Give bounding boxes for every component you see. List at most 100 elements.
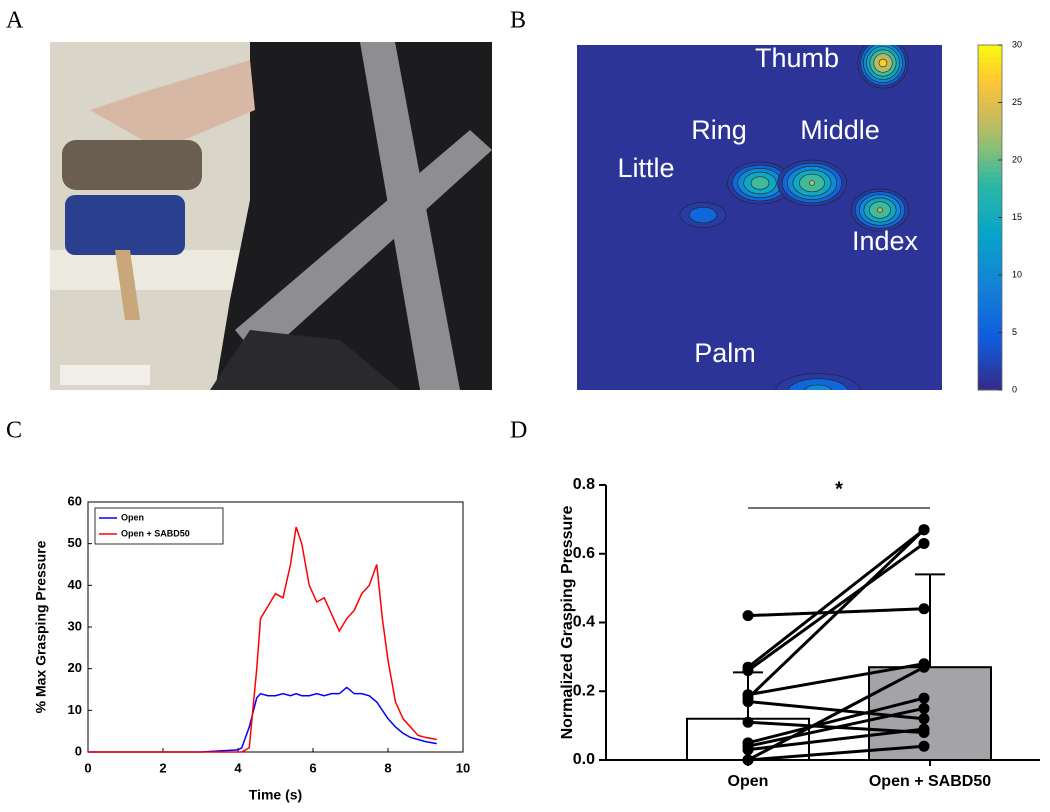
colorbar-cell [978, 223, 1002, 230]
colorbar-cell [978, 378, 1002, 385]
legend-label: Open [121, 512, 144, 522]
x-tick-label: 2 [159, 760, 166, 775]
pair-point [918, 713, 930, 725]
x-tick-label: Open [728, 773, 769, 790]
y-tick-label: 50 [68, 535, 82, 550]
pair-point [918, 723, 930, 735]
y-tick-label: 0.6 [573, 545, 595, 562]
colorbar-cell [978, 332, 1002, 339]
contour-level [809, 180, 815, 186]
colorbar-tick-label: 20 [1012, 154, 1022, 164]
colorbar-cell [978, 148, 1002, 155]
colorbar-cell [978, 338, 1002, 345]
heatmap [577, 45, 942, 390]
colorbar-tick-label: 0 [1012, 384, 1017, 394]
colorbar-cell [978, 56, 1002, 63]
colorbar-cell [978, 79, 1002, 86]
y-tick-label: 20 [68, 660, 82, 675]
colorbar-cell [978, 263, 1002, 270]
pair-line [747, 662, 925, 697]
colorbar-cell [978, 154, 1002, 161]
colorbar-tick-label: 10 [1012, 269, 1022, 279]
pair-line [747, 528, 925, 669]
colorbar-cell [978, 119, 1002, 126]
pair-line [746, 528, 926, 700]
colorbar-cell [978, 62, 1002, 69]
contour-level [787, 378, 849, 390]
x-tick-label: 6 [309, 760, 316, 775]
colorbar-tick-label: 5 [1012, 327, 1017, 337]
colorbar-cell [978, 108, 1002, 115]
y-axis-label: Normalized Grasping Pressure [559, 505, 576, 739]
y-tick-label: 0.0 [573, 751, 595, 768]
contour-blob [774, 373, 862, 390]
y-tick-label: 30 [68, 618, 82, 633]
contour-level [689, 206, 717, 224]
pair-point [918, 524, 930, 536]
colorbar-cell [978, 217, 1002, 224]
pair-point [742, 754, 754, 766]
y-axis-label: % Max Grasping Pressure [33, 540, 49, 713]
pair-point [742, 744, 754, 756]
colorbar-cell [978, 165, 1002, 172]
colorbar-cell [978, 96, 1002, 103]
contour-blob [850, 188, 910, 232]
pair-point [918, 692, 930, 704]
y-tick-label: 0 [75, 743, 82, 758]
colorbar-cell [978, 114, 1002, 121]
x-tick-label: 0 [84, 760, 91, 775]
region-label: Index [852, 226, 919, 256]
pair-line [747, 696, 925, 745]
colorbar-cell [978, 45, 1002, 52]
region-label: Ring [691, 115, 747, 145]
colorbar-cell [978, 344, 1002, 351]
colorbar-cell [978, 246, 1002, 253]
colorbar-cell [978, 269, 1002, 276]
colorbar-cell [978, 131, 1002, 138]
panel-label: C [6, 418, 22, 444]
colorbar-cell [978, 200, 1002, 207]
contour-level [877, 207, 883, 213]
colorbar-cell [978, 73, 1002, 80]
pair-line [747, 542, 925, 672]
region-label: Middle [800, 115, 880, 145]
colorbar-cell [978, 183, 1002, 190]
x-axis-label: Time (s) [249, 787, 302, 803]
colorbar-cell [978, 349, 1002, 356]
pair-point [918, 702, 930, 714]
colorbar-cell [978, 229, 1002, 236]
colorbar-cell [978, 68, 1002, 75]
pair-point [918, 537, 930, 549]
pair-point [742, 610, 754, 622]
colorbar-cell [978, 234, 1002, 241]
pair-line [747, 706, 925, 748]
pair-line [747, 665, 925, 762]
colorbar-cell [978, 280, 1002, 287]
colorbar-cell [978, 240, 1002, 247]
y-tick-label: 0.4 [573, 614, 595, 631]
colorbar-cell [978, 275, 1002, 282]
line-series [88, 526, 437, 753]
legend-box [94, 507, 224, 545]
significance-mark: * [835, 478, 843, 500]
colorbar-cell [978, 160, 1002, 167]
region-label: Little [617, 153, 674, 183]
colorbar-cell [978, 361, 1002, 368]
colorbar-cell [978, 309, 1002, 316]
y-tick-label: 10 [68, 702, 82, 717]
pair-line [747, 727, 925, 752]
contour-blob [777, 159, 847, 207]
colorbar-cell [978, 91, 1002, 98]
contour-level [803, 384, 833, 390]
y-tick-label: 0.8 [573, 476, 595, 493]
colorbar-cell [978, 372, 1002, 379]
colorbar-cell [978, 286, 1002, 293]
colorbar-cell [978, 315, 1002, 322]
colorbar-cell [978, 384, 1002, 391]
colorbar-cell [978, 326, 1002, 333]
line-series [88, 686, 437, 753]
legend-label: Open + SABD50 [121, 528, 190, 538]
y-tick-label: 0.2 [573, 682, 595, 699]
colorbar-cell [978, 137, 1002, 144]
